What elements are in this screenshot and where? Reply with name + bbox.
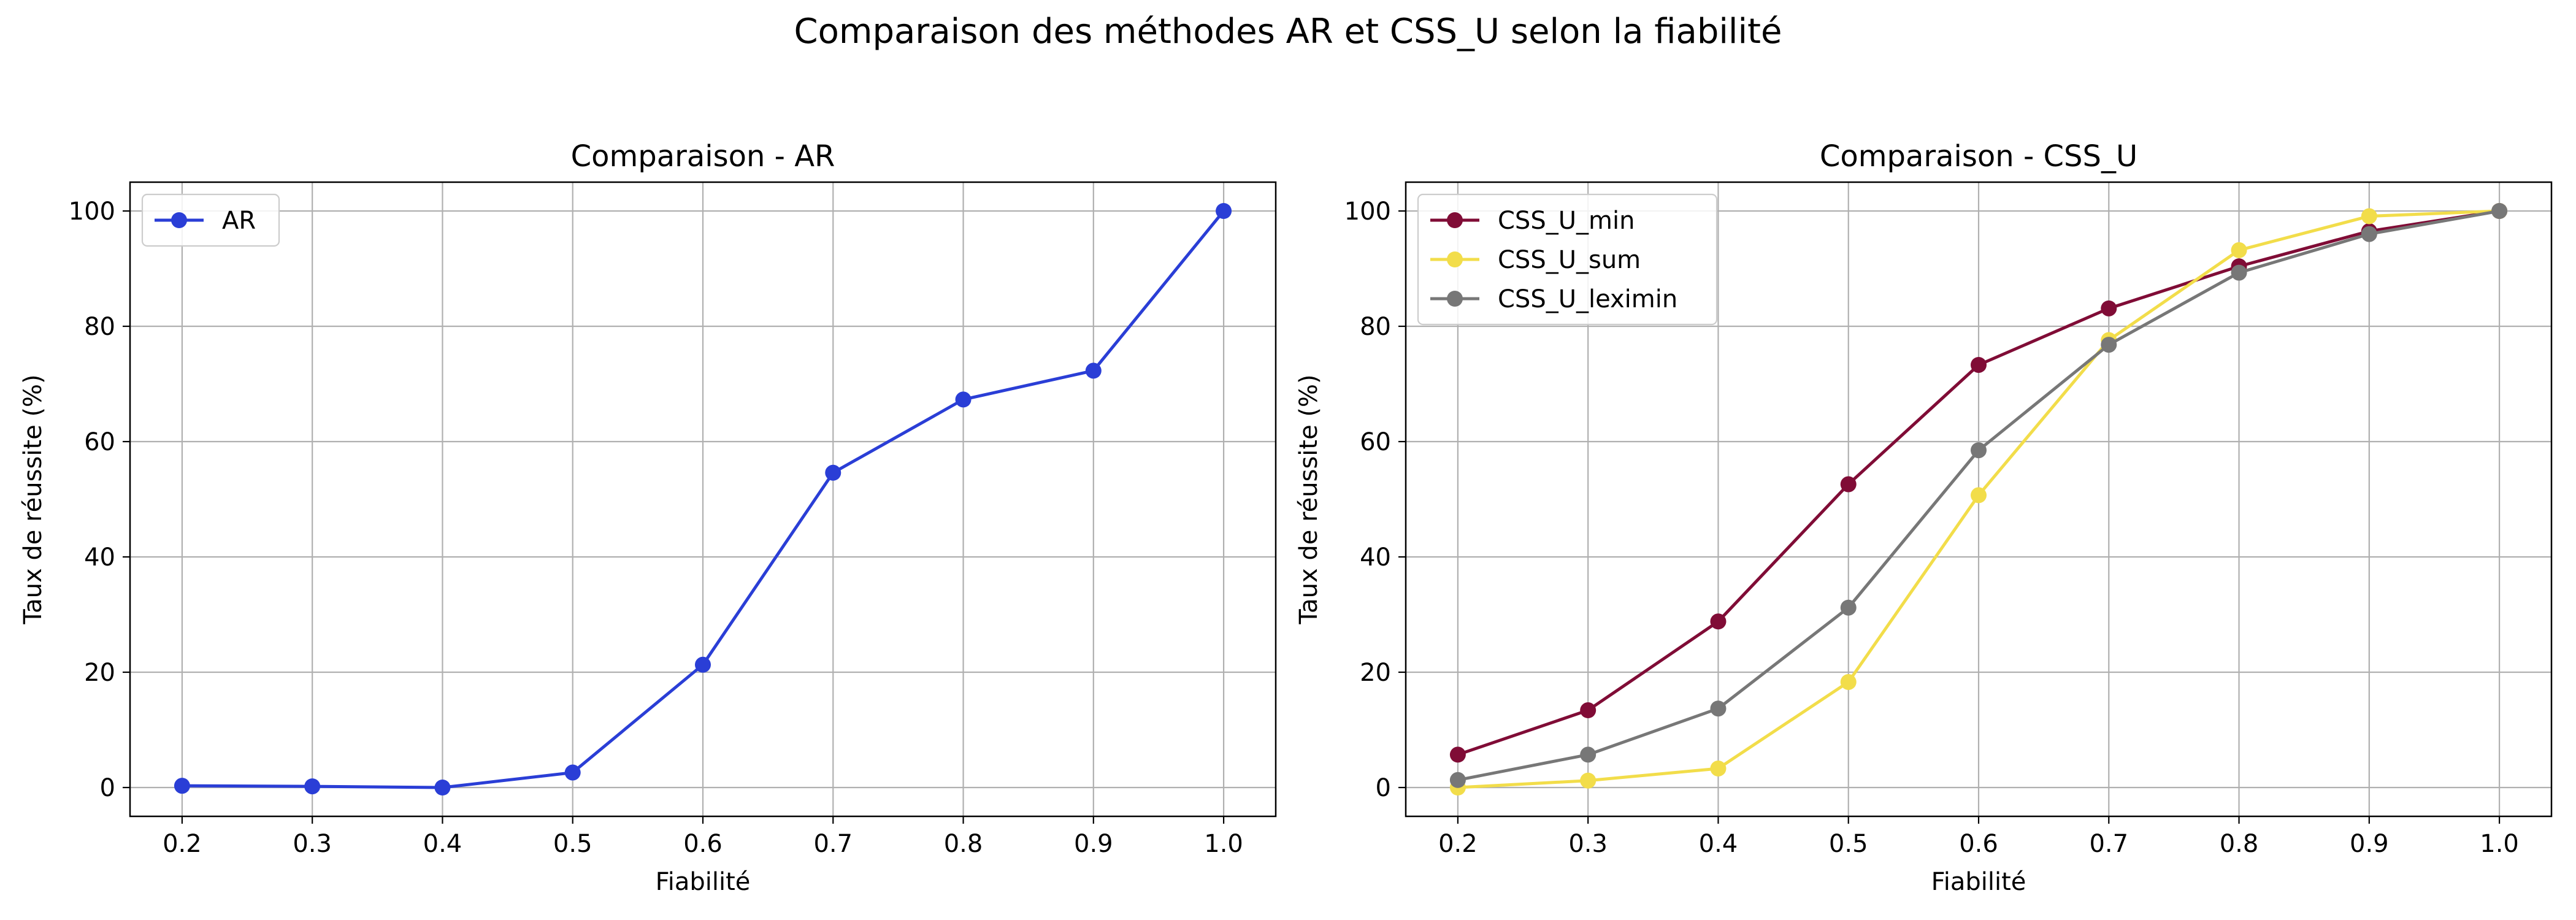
data-point	[1216, 203, 1232, 219]
data-point	[955, 391, 972, 408]
x-tick-label: 0.6	[1959, 830, 1998, 858]
data-point	[1710, 760, 1727, 776]
chart-title: Comparaison - AR	[571, 139, 835, 174]
data-point	[1840, 599, 1857, 616]
data-point	[695, 656, 711, 673]
y-tick-label: 80	[84, 313, 115, 341]
plot-frame	[129, 181, 1277, 818]
legend-marker	[1447, 212, 1463, 228]
y-tick-label: 40	[1360, 543, 1391, 572]
x-tick-label: 0.9	[2350, 830, 2389, 858]
x-tick-label: 0.3	[293, 830, 332, 858]
data-point	[2361, 226, 2377, 242]
data-point	[1580, 746, 1597, 763]
data-point	[564, 764, 581, 781]
x-tick-label: 0.7	[2089, 830, 2128, 858]
legend-frame	[141, 193, 280, 247]
data-point	[1971, 442, 1987, 459]
data-point	[1971, 356, 1987, 373]
legend: AR	[141, 193, 280, 247]
y-axis-label: Taux de réussite (%)	[1295, 374, 1323, 624]
legend-frame	[1417, 193, 1718, 326]
x-tick-label: 0.9	[1074, 830, 1113, 858]
data-point	[174, 778, 190, 794]
data-point	[1840, 673, 1857, 690]
chart-ar: 0.2 0.3 0.4 0.5 0.6 0.7 0.8 0.9 1.0 0 20 40 60 80 100 C…	[19, 139, 1277, 896]
x-tick-label: 0.6	[683, 830, 723, 858]
x-tick-label: 0.4	[423, 830, 462, 858]
legend-marker	[1447, 291, 1463, 307]
y-tick-label: 0	[100, 774, 115, 802]
y-tick-label: 40	[84, 543, 115, 572]
data-point	[2101, 300, 2117, 316]
data-point	[1449, 746, 1466, 763]
data-point	[1971, 487, 1987, 504]
data-point	[1580, 702, 1597, 719]
x-axis-label: Fiabilité	[656, 868, 751, 896]
chart-title: Comparaison - CSS_U	[1820, 139, 2137, 174]
chart-css-u: 0.2 0.3 0.4 0.5 0.6 0.7 0.8 0.9 1.0 0 20 40 60 80 100 C…	[1295, 139, 2553, 896]
series-AR	[174, 203, 1232, 795]
y-tick-label: 60	[84, 428, 115, 456]
y-tick-label: 100	[69, 197, 115, 226]
x-tick-label: 0.2	[163, 830, 202, 858]
y-tick-label: 20	[84, 659, 115, 687]
data-point	[1449, 772, 1466, 788]
data-point	[2101, 337, 2117, 353]
data-point	[1840, 476, 1857, 493]
legend-marker	[1447, 251, 1463, 267]
x-tick-label: 0.8	[2220, 830, 2259, 858]
data-point	[1580, 772, 1597, 789]
data-point	[2491, 203, 2508, 219]
x-tick-label: 1.0	[1204, 830, 1243, 858]
legend-label: CSS_U_leximin	[1498, 285, 1677, 313]
series-CSS_U_leximin	[1449, 203, 2508, 788]
legend-label: CSS_U_min	[1498, 207, 1635, 235]
legend-label: CSS_U_sum	[1498, 246, 1641, 274]
x-tick-label: 0.5	[553, 830, 592, 858]
y-tick-label: 60	[1360, 428, 1391, 456]
data-point	[2231, 242, 2247, 258]
legend-marker	[171, 212, 187, 228]
data-point	[2231, 264, 2247, 281]
y-axis-label: Taux de réussite (%)	[19, 374, 47, 624]
data-point	[1710, 700, 1727, 717]
y-tick-label: 0	[1376, 774, 1391, 802]
x-tick-label: 0.8	[944, 830, 983, 858]
plot-frame	[1405, 181, 2553, 818]
figure-title: Comparaison des méthodes AR et CSS_U sel…	[794, 12, 1782, 52]
x-tick-label: 0.3	[1568, 830, 1608, 858]
x-tick-label: 0.2	[1438, 830, 1478, 858]
y-tick-label: 80	[1360, 313, 1391, 341]
x-tick-label: 0.4	[1699, 830, 1738, 858]
x-tick-label: 0.5	[1829, 830, 1868, 858]
legend: CSS_U_min CSS_U_sum CSS_U_leximin	[1417, 193, 1718, 326]
data-point	[434, 780, 451, 795]
data-point	[1085, 362, 1102, 379]
x-tick-label: 0.7	[813, 830, 853, 858]
data-point	[825, 464, 841, 481]
legend-label: AR	[222, 207, 256, 235]
y-tick-label: 100	[1344, 197, 1391, 226]
data-point	[304, 778, 321, 795]
y-tick-label: 20	[1360, 659, 1391, 687]
data-point	[2361, 208, 2377, 224]
x-axis-label: Fiabilité	[1931, 868, 2026, 896]
data-point	[1710, 613, 1727, 630]
x-tick-label: 1.0	[2480, 830, 2519, 858]
